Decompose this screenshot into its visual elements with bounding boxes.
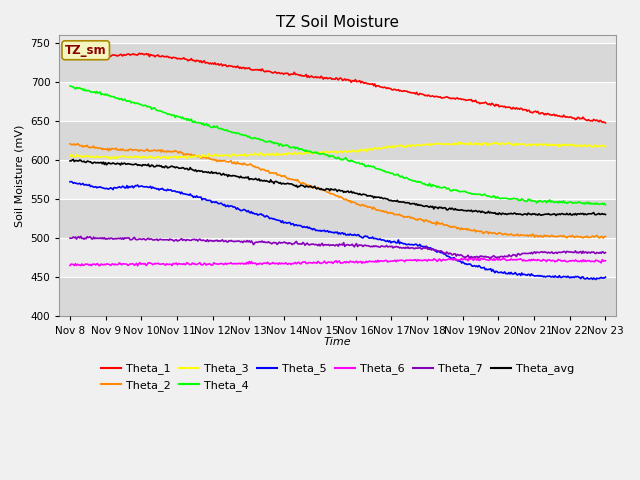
Theta_3 (357, 148, 365, 154)
Theta_4 (505, 196, 513, 202)
Theta_5 (67, 179, 75, 184)
Theta_2 (356, 202, 364, 208)
Theta_7 (602, 250, 609, 255)
Theta_7 (357, 242, 365, 248)
Theta_5 (590, 275, 598, 281)
Line: Theta_5: Theta_5 (70, 181, 605, 279)
Legend: Theta_1, Theta_2, Theta_3, Theta_4, Theta_5, Theta_6, Theta_7, Theta_avg: Theta_1, Theta_2, Theta_3, Theta_4, Thet… (97, 359, 579, 395)
Theta_2 (589, 233, 596, 239)
Theta_5 (506, 271, 514, 277)
Theta_3 (454, 139, 462, 145)
Theta_7 (324, 242, 332, 248)
Theta_5 (324, 229, 332, 235)
Theta_2 (66, 141, 74, 146)
Theta_avg (69, 156, 77, 162)
Theta_6 (507, 256, 515, 262)
Theta_1 (386, 85, 394, 91)
Y-axis label: Soil Moisture (mV): Soil Moisture (mV) (15, 125, 25, 227)
Theta_6 (357, 259, 365, 264)
Line: Theta_7: Theta_7 (70, 236, 605, 258)
Theta_1 (602, 120, 609, 126)
Theta_6 (386, 259, 394, 264)
Theta_2 (385, 210, 392, 216)
Theta_7 (66, 235, 74, 241)
Bar (60, 277, 616, 316)
Theta_5 (321, 228, 329, 234)
Text: TZ_sm: TZ_sm (65, 44, 106, 57)
Theta_7 (386, 243, 394, 249)
Theta_avg (66, 158, 74, 164)
Theta_1 (357, 80, 365, 85)
Theta_4 (589, 201, 596, 206)
Theta_7 (486, 255, 493, 261)
Theta_1 (590, 117, 598, 122)
Bar (60, 239, 616, 277)
Line: Theta_3: Theta_3 (70, 142, 605, 159)
Bar (60, 82, 616, 121)
Theta_2 (602, 234, 609, 240)
Theta_avg (386, 198, 394, 204)
Theta_3 (602, 143, 609, 149)
Theta_1 (66, 50, 74, 56)
Theta_2 (600, 235, 607, 241)
Theta_avg (552, 213, 560, 218)
Theta_avg (602, 212, 609, 217)
Theta_avg (321, 187, 329, 192)
Theta_4 (356, 161, 364, 167)
X-axis label: Time: Time (324, 337, 351, 347)
Theta_3 (106, 156, 113, 162)
Line: Theta_4: Theta_4 (70, 86, 605, 205)
Theta_4 (321, 151, 328, 157)
Theta_7 (591, 250, 598, 256)
Theta_4 (385, 169, 392, 175)
Theta_5 (602, 274, 609, 280)
Theta_7 (77, 233, 84, 239)
Theta_6 (477, 255, 485, 261)
Theta_1 (506, 104, 514, 110)
Theta_4 (602, 202, 609, 208)
Theta_3 (591, 142, 598, 148)
Line: Theta_avg: Theta_avg (70, 159, 605, 216)
Theta_2 (324, 189, 332, 195)
Theta_1 (69, 49, 77, 55)
Title: TZ Soil Moisture: TZ Soil Moisture (276, 15, 399, 30)
Theta_5 (386, 238, 394, 244)
Theta_6 (66, 263, 74, 268)
Theta_4 (324, 152, 332, 158)
Theta_5 (357, 234, 365, 240)
Theta_7 (321, 242, 329, 248)
Bar (60, 160, 616, 199)
Bar (60, 199, 616, 239)
Theta_1 (324, 75, 332, 81)
Theta_avg (591, 212, 598, 217)
Theta_3 (386, 144, 394, 150)
Theta_6 (324, 259, 332, 265)
Bar (60, 121, 616, 160)
Theta_5 (592, 276, 600, 282)
Theta_avg (506, 211, 514, 217)
Line: Theta_1: Theta_1 (70, 52, 605, 123)
Theta_6 (602, 258, 609, 264)
Theta_1 (321, 75, 329, 81)
Theta_2 (321, 187, 328, 193)
Bar (60, 43, 616, 82)
Theta_avg (357, 192, 365, 198)
Theta_3 (321, 149, 329, 155)
Theta_avg (324, 186, 332, 192)
Theta_3 (507, 141, 515, 147)
Theta_4 (66, 83, 74, 89)
Theta_6 (134, 263, 141, 269)
Theta_3 (66, 153, 74, 159)
Theta_5 (66, 179, 74, 185)
Line: Theta_2: Theta_2 (70, 144, 605, 238)
Theta_6 (321, 260, 329, 265)
Theta_6 (591, 259, 598, 264)
Theta_7 (507, 253, 515, 259)
Line: Theta_6: Theta_6 (70, 258, 605, 266)
Theta_2 (505, 232, 513, 238)
Theta_3 (324, 150, 332, 156)
